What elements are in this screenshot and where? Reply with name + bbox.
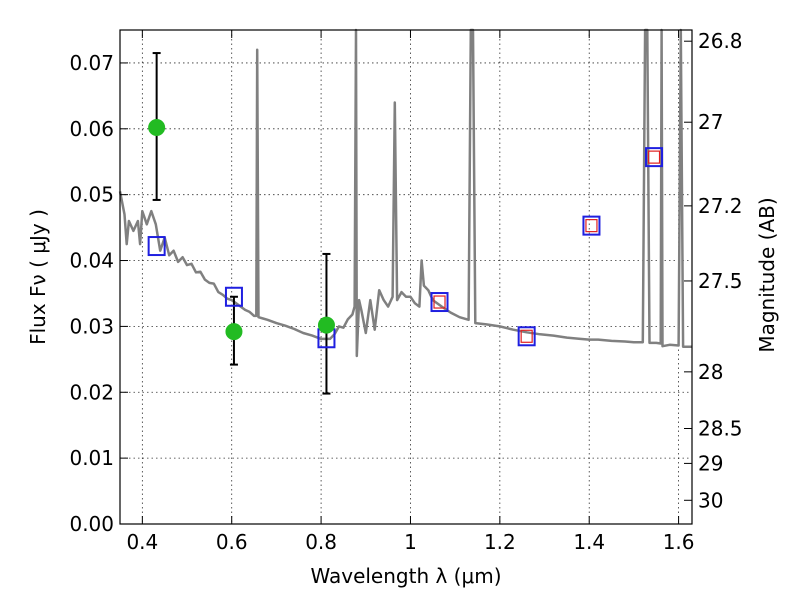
spectrum-layer [118,28,692,358]
y-tick-label: 0.02 [69,380,114,404]
y-tick-label: 0.05 [69,183,114,207]
observed-points [148,118,335,341]
right-axis-title: Magnitude (AB) [755,197,779,352]
model-square [517,326,536,347]
y-tick-label: 0.07 [69,51,114,75]
y-tick-label: 0.06 [69,117,114,141]
mag-tick-label: 27.5 [698,269,743,293]
mag-tick-label: 27 [698,110,723,134]
model-inner-square [433,295,446,309]
x-tick-label: 0.6 [216,530,248,554]
mag-tick-label: 29 [698,451,723,475]
model-square [430,292,449,313]
x-tick-label: 1 [404,530,417,554]
x-tick-label: 1.6 [663,530,695,554]
y-tick-label: 0.00 [69,512,114,536]
mag-tick-label: 27.2 [698,194,743,218]
x-tick-label: 1.4 [573,530,605,554]
mag-tick-label: 28.5 [698,416,743,440]
x-tick-label: 0.4 [126,530,158,554]
model-square [645,147,664,168]
observed-point [148,118,166,136]
model-square [224,286,243,307]
y-tick-label: 0.04 [69,249,114,273]
model-inner-square [585,219,598,233]
magnitude-tick-labels: 26.8 27 27.2 27.5 28 28.5 29 30 [698,29,743,512]
y-tick-labels: 0.00 0.01 0.02 0.03 0.04 0.05 0.06 0.07 [69,51,114,536]
observed-point [317,316,335,334]
model-square [147,236,166,257]
grid-lines [120,30,692,525]
y-tick-label: 0.03 [69,314,114,338]
model-markers [147,147,664,349]
x-axis-title: Wavelength λ (μm) [310,564,501,588]
model-inner-square [647,150,661,164]
plot-frame [119,29,693,525]
mag-tick-label: 26.8 [698,29,743,53]
x-tick-label: 1.2 [484,530,516,554]
y-axis-title: Flux Fν ( μJy ) [26,209,50,345]
y-tick-label: 0.01 [69,446,114,470]
axis-ticks [120,30,692,525]
mag-tick-label: 30 [698,488,723,512]
x-tick-label: 0.8 [305,530,337,554]
model-inner-square [520,329,533,343]
mag-tick-label: 28 [698,360,723,384]
observed-point [225,323,243,341]
model-square [582,215,601,236]
spectrum-line [118,28,692,358]
x-tick-labels: 0.4 0.6 0.8 1 1.2 1.4 1.6 [126,530,694,554]
error-bars [152,52,331,395]
